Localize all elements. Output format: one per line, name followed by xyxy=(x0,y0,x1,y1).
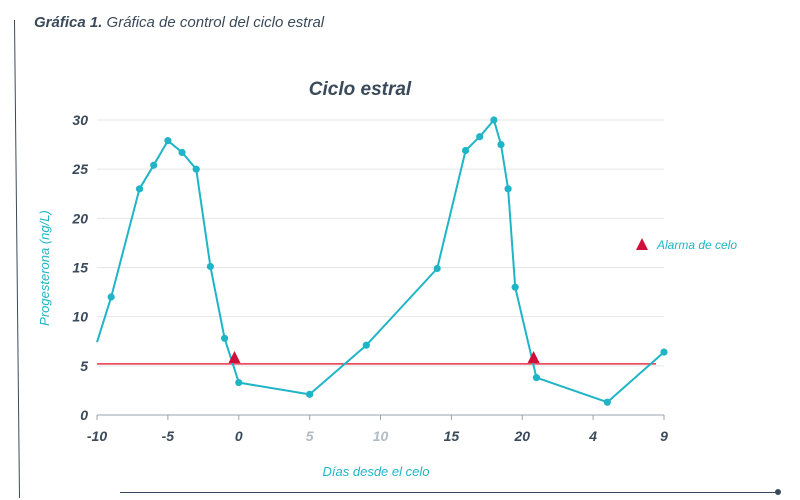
x-tick-labels: -10 -5 0 5 10 15 20 4 9 xyxy=(87,428,668,444)
y-tick-label: 30 xyxy=(72,112,88,128)
data-point xyxy=(135,185,144,193)
x-tick-label: 4 xyxy=(588,428,597,444)
frame-bottom-line xyxy=(120,492,780,493)
x-tick-label: 20 xyxy=(513,428,530,444)
caption-text: Gráfica de control del ciclo estral xyxy=(106,14,325,31)
y-tick-label: 15 xyxy=(72,260,88,276)
series-group xyxy=(96,116,668,406)
data-point xyxy=(235,378,243,387)
data-point xyxy=(164,137,172,145)
series-line xyxy=(96,119,665,404)
x-tick-label: 5 xyxy=(306,428,314,444)
data-point xyxy=(192,165,200,173)
data-point xyxy=(497,140,505,149)
data-point xyxy=(362,341,370,349)
x-tick-label: 15 xyxy=(444,428,460,444)
caption-lead: Gráfica 1. xyxy=(34,14,103,31)
data-point xyxy=(532,374,541,382)
alarm-markers xyxy=(228,350,540,363)
y-tick-label: 5 xyxy=(80,358,88,374)
legend: Alarma de celo xyxy=(636,238,737,252)
data-point xyxy=(603,398,611,406)
x-tick-label: -10 xyxy=(87,428,107,444)
grid-lines xyxy=(96,119,665,420)
data-point xyxy=(107,293,115,301)
x-tick-label: -5 xyxy=(162,428,175,444)
y-tick-label: 10 xyxy=(72,309,88,325)
x-tick-label: 0 xyxy=(235,428,243,444)
data-point xyxy=(511,283,519,291)
chart-title: Ciclo estral xyxy=(309,79,412,100)
alarm-marker xyxy=(527,350,540,363)
y-tick-label: 0 xyxy=(80,407,88,423)
data-point xyxy=(220,334,229,342)
data-point xyxy=(178,148,186,157)
data-point xyxy=(306,390,314,398)
data-point xyxy=(433,264,441,273)
x-axis-label: Días desde el celo xyxy=(323,464,430,479)
data-point xyxy=(660,348,668,356)
data-point xyxy=(206,262,214,271)
legend-alarm-icon xyxy=(636,238,648,250)
y-tick-label: 25 xyxy=(71,161,88,177)
y-axis-label: Progesterona (ng/L) xyxy=(37,210,52,326)
figure-caption: Gráfica 1. Gráfica de control del ciclo … xyxy=(34,14,324,31)
x-tick-label: 10 xyxy=(373,428,389,444)
data-point xyxy=(490,116,498,124)
legend-alarm-label: Alarma de celo xyxy=(656,238,737,252)
data-point xyxy=(150,161,158,169)
data-point xyxy=(461,146,470,155)
frame-corner-dot xyxy=(775,489,781,495)
x-tick-label: 9 xyxy=(660,428,668,444)
data-point xyxy=(504,185,512,193)
y-tick-label: 20 xyxy=(71,210,88,226)
alarm-marker xyxy=(228,350,241,363)
data-point xyxy=(476,133,484,141)
y-tick-labels: 0 5 10 15 20 25 30 xyxy=(71,112,88,423)
